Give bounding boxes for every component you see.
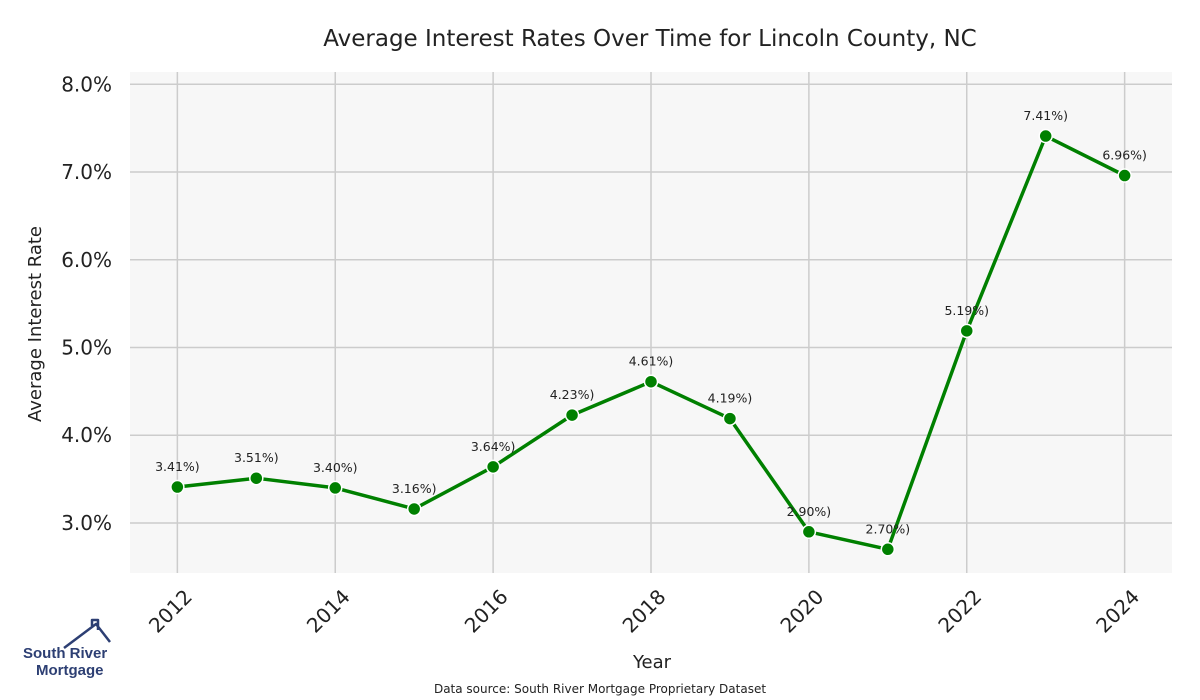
data-point <box>1038 128 1053 144</box>
data-point <box>406 501 422 517</box>
chart-title: Average Interest Rates Over Time for Lin… <box>323 26 976 52</box>
data-point <box>327 480 343 496</box>
y-tick-label: 5.0% <box>61 336 112 360</box>
logo-line1: South River <box>23 645 107 662</box>
data-point <box>170 479 185 495</box>
x-tick-label: 2012 <box>144 585 197 638</box>
data-label: 7.41%) <box>1023 108 1068 123</box>
x-tick-label: 2014 <box>302 585 355 638</box>
data-point <box>959 323 975 339</box>
house-roof-icon <box>63 618 111 649</box>
x-axis-label: Year <box>632 652 672 673</box>
data-label: 4.23%) <box>550 387 595 402</box>
data-point <box>722 411 738 426</box>
data-label: 2.70%) <box>866 521 911 536</box>
data-labels: 3.41%) 3.51%) 3.40%) 3.16%) 3.64%) 4.23%) 4.61… <box>155 108 1147 536</box>
data-label: 4.19%) <box>708 391 753 406</box>
data-point <box>880 542 896 557</box>
logo: South River Mortgage <box>23 618 111 679</box>
data-point <box>485 459 501 475</box>
y-tick-label: 4.0% <box>61 423 112 447</box>
x-tick-label: 2016 <box>460 585 513 638</box>
data-label: 2.90%) <box>787 504 832 519</box>
y-axis-ticks: 3.0% 4.0% 5.0% 6.0% 7.0% 8.0% <box>61 72 112 535</box>
data-point <box>249 470 264 486</box>
source-note: Data source: South River Mortgage Propri… <box>434 682 766 696</box>
y-tick-label: 3.0% <box>61 511 112 535</box>
y-tick-label: 7.0% <box>61 160 112 184</box>
data-label: 3.40%) <box>313 460 358 475</box>
logo-line2: Mortgage <box>36 662 104 679</box>
x-tick-label: 2020 <box>775 585 828 638</box>
y-tick-label: 6.0% <box>61 248 112 272</box>
x-tick-label: 2018 <box>618 585 671 638</box>
data-label: 3.64%) <box>471 439 516 454</box>
x-tick-label: 2022 <box>933 585 986 638</box>
y-axis-label: Average Interest Rate <box>25 226 46 422</box>
data-label: 6.96%) <box>1102 148 1147 163</box>
y-tick-label: 8.0% <box>61 72 112 96</box>
x-axis-ticks: 2012 2014 2016 2018 2020 2022 2024 <box>144 585 1144 638</box>
data-label: 4.61%) <box>629 354 674 369</box>
data-label: 3.41%) <box>155 459 200 474</box>
data-points <box>170 128 1132 557</box>
x-tick-label: 2024 <box>1091 585 1144 638</box>
data-point <box>564 407 580 423</box>
data-label: 5.19%) <box>944 303 989 318</box>
data-label: 3.51%) <box>234 450 279 465</box>
grid-lines <box>130 72 1172 573</box>
data-point <box>1117 168 1132 183</box>
data-point <box>643 374 659 389</box>
data-label: 3.16%) <box>392 481 437 496</box>
data-point <box>801 524 817 540</box>
